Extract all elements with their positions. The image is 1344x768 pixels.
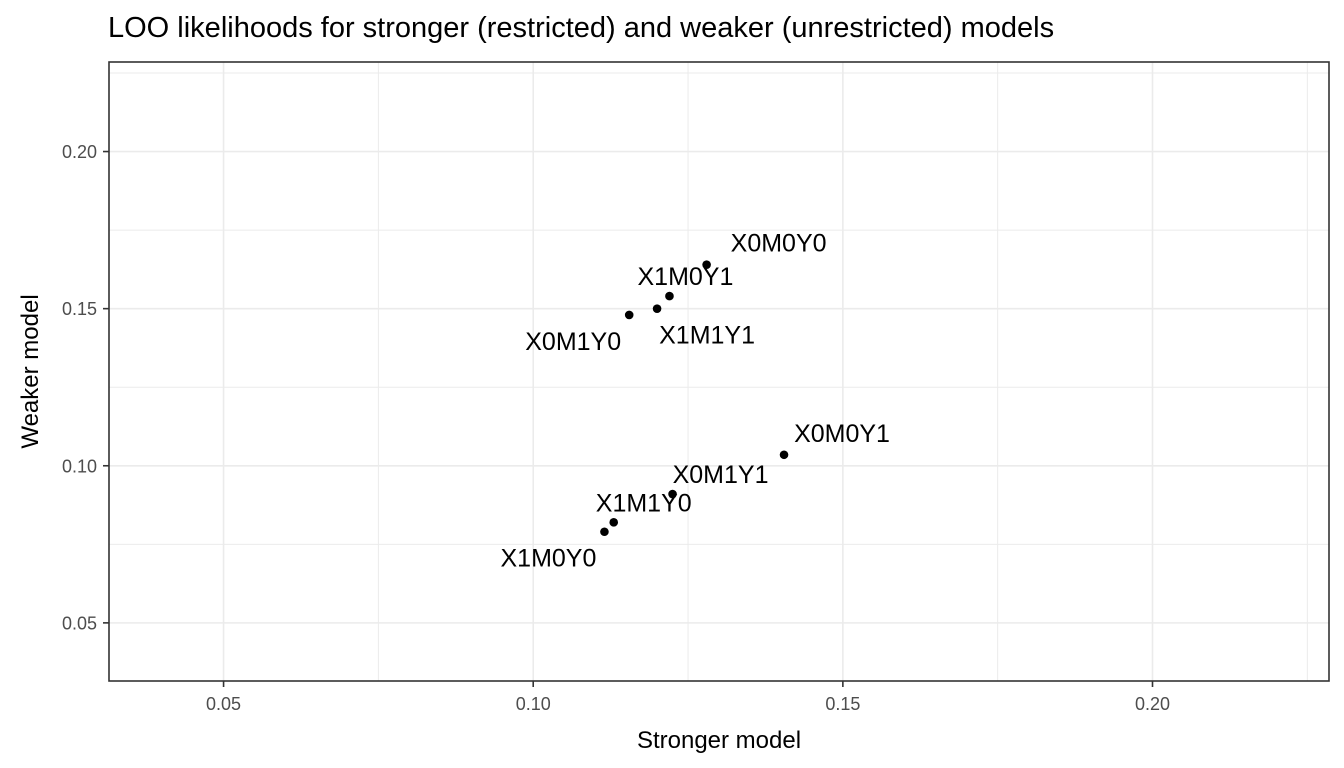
plot-panel-border bbox=[108, 61, 1330, 682]
data-point-x0m0y0 bbox=[702, 260, 711, 269]
y-tick-label: 0.15 bbox=[62, 299, 97, 319]
data-point-x0m1y1 bbox=[668, 489, 677, 499]
axis-ticks: 0.05 0.10 0.15 0.20 0.05 0.10 0.15 0.20 bbox=[62, 142, 1170, 714]
grid-lines bbox=[109, 62, 1329, 681]
point-label-x0m1y0: X0M1Y0 bbox=[525, 328, 621, 356]
data-point-x1m0y0 bbox=[600, 527, 609, 537]
point-label-x0m0y1: X0M0Y1 bbox=[794, 420, 890, 448]
y-tick-label: 0.05 bbox=[62, 613, 97, 633]
point-label-x0m0y0: X0M0Y0 bbox=[731, 230, 827, 258]
x-tick-label: 0.05 bbox=[206, 694, 241, 714]
y-axis-title: Weaker model bbox=[17, 294, 44, 448]
x-tick-label: 0.15 bbox=[825, 694, 860, 714]
data-point-x1m1y0 bbox=[609, 518, 619, 527]
data-point-labels: X0M0Y0 X1M0Y1 X1M1Y1 X0M1Y0 X0M0Y1 X0M1Y1X1M1… bbox=[500, 230, 889, 573]
x-tick-label: 0.10 bbox=[516, 694, 551, 714]
x-axis-title: Stronger model bbox=[637, 727, 801, 754]
x-tick-label: 0.20 bbox=[1135, 694, 1170, 714]
data-points bbox=[600, 260, 789, 537]
point-label-x1m0y0: X1M0Y0 bbox=[500, 545, 596, 573]
point-label-x1m0y1: X1M0Y1 bbox=[638, 263, 734, 291]
point-label-x1m1y0: X1M1Y0 bbox=[596, 489, 692, 517]
point-label-x0m1y1: X0M1Y1 bbox=[673, 461, 769, 489]
chart-title: LOO likelihoods for stronger (restricted… bbox=[108, 12, 1055, 44]
y-tick-label: 0.10 bbox=[62, 456, 97, 476]
y-tick-label: 0.20 bbox=[62, 142, 97, 162]
data-point-x1m0y1 bbox=[665, 291, 674, 301]
point-label-x1m1y1: X1M1Y1 bbox=[659, 322, 755, 350]
data-point-x1m1y1 bbox=[652, 304, 662, 313]
data-point-x0m0y1 bbox=[779, 450, 789, 460]
data-point-x0m1y0 bbox=[624, 310, 634, 320]
